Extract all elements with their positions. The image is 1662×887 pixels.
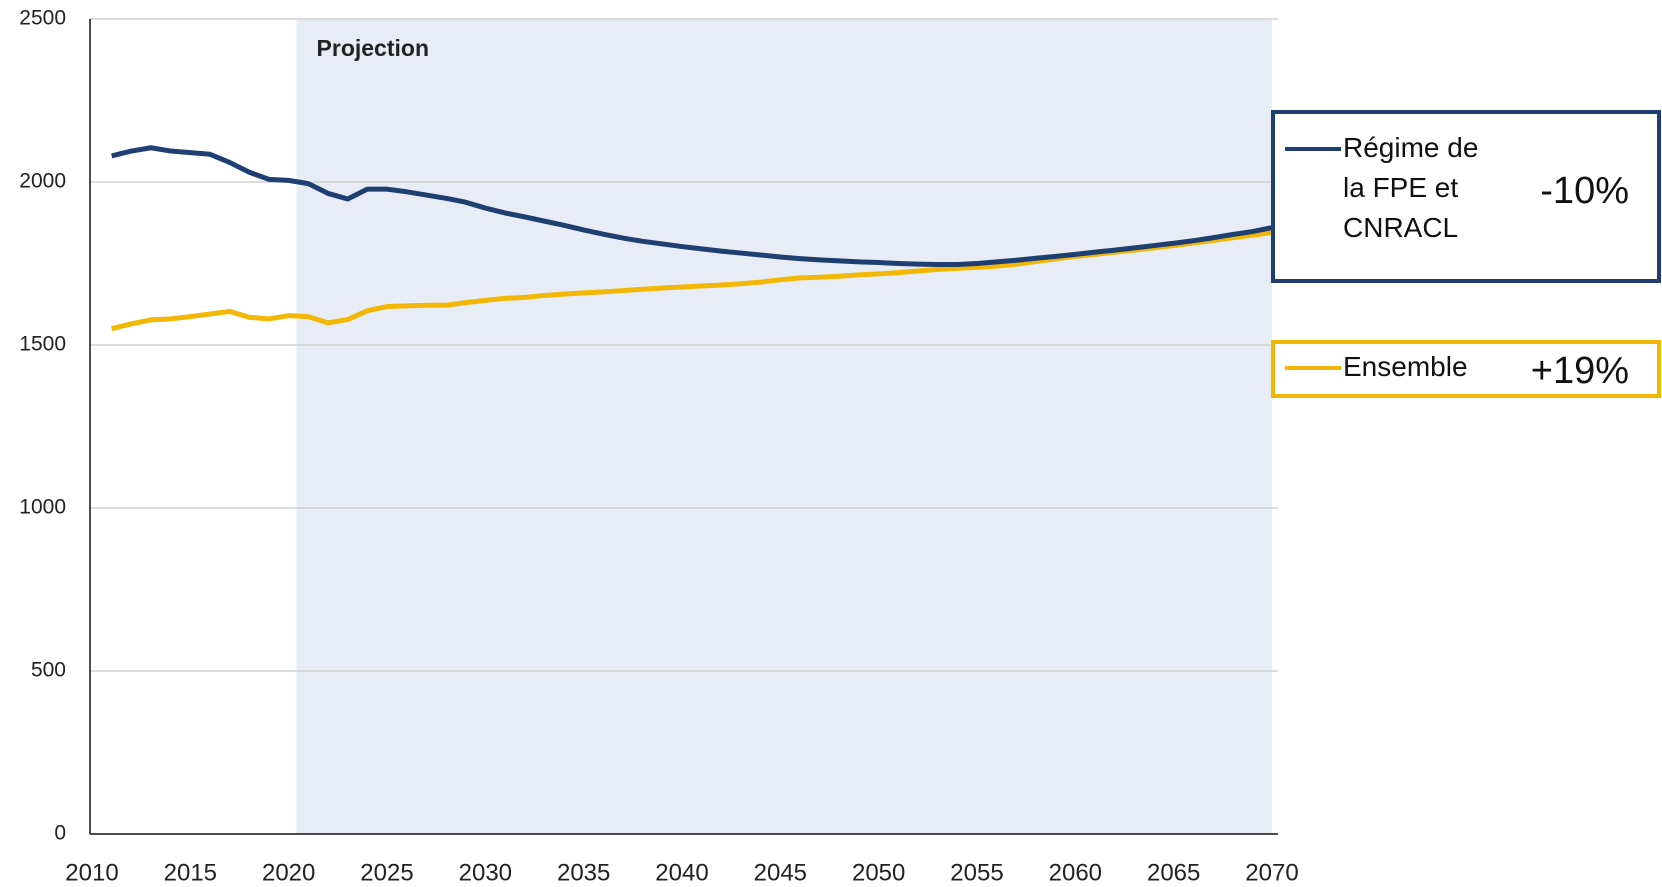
legend-entry: Ensemble +19% [1271, 340, 1661, 398]
x-tick-label: 2055 [950, 859, 1003, 886]
projection-label: Projection [317, 35, 429, 61]
legend-swatch [1285, 147, 1341, 151]
y-tick-label: 500 [31, 659, 66, 682]
y-tick-label: 0 [54, 822, 66, 845]
x-tick-label: 2070 [1245, 859, 1298, 886]
x-tick-label: 2030 [459, 859, 512, 886]
legend-swatch [1285, 366, 1341, 370]
x-tick-label: 2060 [1049, 859, 1102, 886]
x-tick-label: 2020 [262, 859, 315, 886]
x-tick-label: 2045 [754, 859, 807, 886]
change-label: +19% [1530, 350, 1629, 392]
y-tick-label: 1000 [19, 496, 66, 519]
x-tick-label: 2040 [655, 859, 708, 886]
y-tick-label: 2500 [19, 7, 66, 30]
change-label: -10% [1540, 170, 1629, 212]
projection-region [296, 19, 1272, 834]
y-tick-label: 2000 [19, 170, 66, 193]
series-line [111, 145, 1273, 267]
x-tick-label: 2065 [1147, 859, 1200, 886]
legend-label: Régime de la FPE et CNRACL [1343, 132, 1479, 243]
x-tick-label: 2010 [65, 859, 118, 886]
x-tick-label: 2035 [557, 859, 610, 886]
y-tick-label: 1500 [19, 333, 66, 356]
legend-entry: Régime de la FPE et CNRACL -10% [1271, 110, 1661, 283]
x-tick-label: 2025 [360, 859, 413, 886]
x-tick-label: 2015 [164, 859, 217, 886]
legend-label: Ensemble [1343, 351, 1468, 382]
x-tick-label: 2050 [852, 859, 905, 886]
